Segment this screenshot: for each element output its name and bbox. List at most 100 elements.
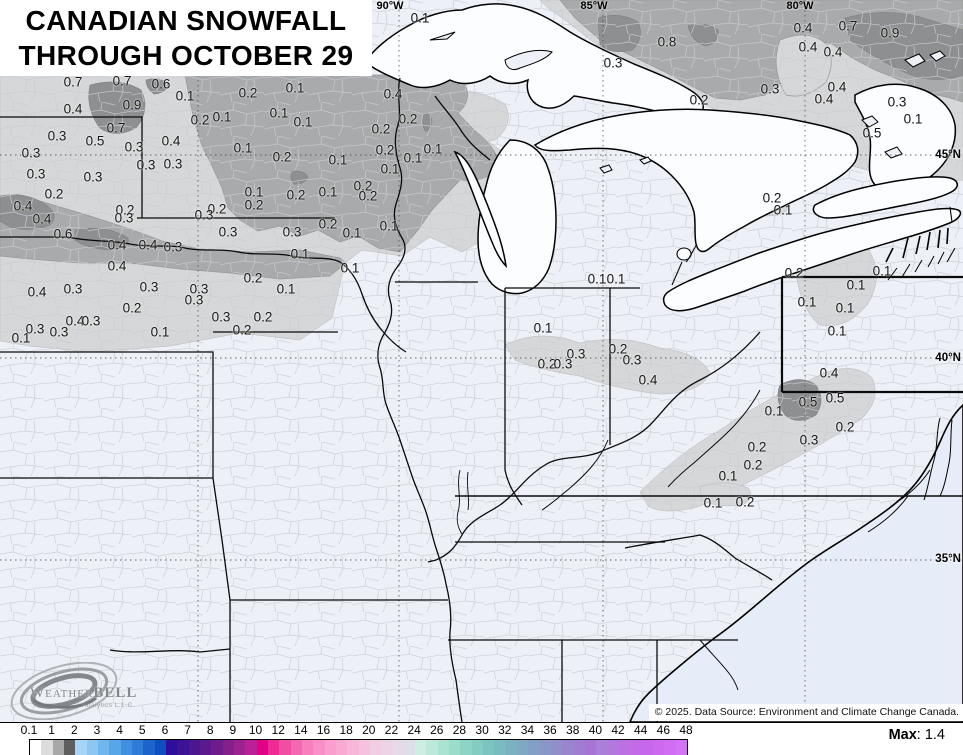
colorbar-cell [517,740,529,755]
map-title-line2: THROUGH OCTOBER 29 [18,40,354,71]
colorbar-tick-label: 12 [271,723,285,737]
colorbar-cell [245,740,257,755]
colorbar-cell [630,740,642,755]
colorbar-cell [211,740,223,755]
max-label: Max [888,727,917,743]
colorbar-cell [607,740,620,755]
colorbar-cell [403,740,416,755]
colorbar-tick-label: 2 [70,723,78,737]
logo-text-bell: BELL [93,685,138,701]
colorbar-cell [313,740,325,755]
colorbar-cell [573,740,586,755]
colorbar-tick-label: 16 [316,723,331,737]
colorbar-cell [267,740,280,755]
colorbar-tick-label: 44 [634,723,648,737]
colorbar-cell [539,740,552,755]
colorbar-cell [505,740,518,755]
colorbar-cell [347,740,359,755]
colorbar-cell [97,740,110,755]
colorbar-tick-label: 36 [543,723,557,737]
island-details [429,31,946,174]
colorbar-cell [619,740,631,755]
colorbar-cell [75,740,87,755]
colorbar-cell [279,740,291,755]
weatherbell-logo: WeatherBELL Analytics L.L.C. [4,661,164,721]
colorbar-cell [528,740,540,755]
colorbar-tick-label: 14 [294,723,308,737]
colorbar-tick-label: 4 [116,723,123,737]
colorbar-cell [471,740,484,755]
colorbar-tick-label: 34 [520,723,535,737]
colorbar-cell [585,740,597,755]
colorbar-cell [177,740,189,755]
colorbar-cell [335,740,348,755]
colorbar-tick-label: 26 [430,723,444,737]
colorbar-cell [483,740,495,755]
colorbar-cell [653,740,665,755]
colorbar-tick-label: 48 [679,723,693,737]
colorbar-tick-label: 10 [248,723,263,737]
colorbar-tick-label: 20 [362,723,376,737]
coastline-details [867,247,956,533]
colorbar-tick-label: 38 [566,723,580,737]
state-borders [0,77,963,722]
colorbar-cell [233,740,246,755]
colorbar-tick-label: 18 [339,723,353,737]
colorbar-cell [324,740,336,755]
finger-lakes [885,227,949,263]
map-title-box: CANADIAN SNOWFALL THROUGH OCTOBER 29 [0,0,372,76]
colorbar-cell [449,740,461,755]
colorbar-cell [41,740,53,755]
colorbar-cell [256,740,268,755]
colorbar-tick-label: 9 [229,723,237,737]
colorbar-cell [596,740,608,755]
colorbar-tick-label: 24 [407,723,421,737]
colorbar-cell [109,740,121,755]
colorbar-tick-label: 28 [452,723,467,737]
colorbar [29,739,688,755]
max-value-readout: Max: 1.4 [889,727,945,743]
colorbar-cell [188,740,200,755]
colorbar-cell [63,740,76,755]
pennsylvania-border [780,275,963,394]
colorbar-cell [143,740,155,755]
colorbar-tick-label: 8 [206,723,214,737]
colorbar-cell [494,740,506,755]
colorbar-cell [120,740,132,755]
colorbar-tick-label: 5 [138,723,146,737]
colorbar-cell [664,740,676,755]
logo-wordmark: WeatherBELL [30,684,137,702]
colorbar-cell [381,740,393,755]
colorbar-cell [437,740,450,755]
colorbar-cell [358,740,370,755]
colorbar-cell [675,740,688,755]
colorbar-tick-label: 46 [656,723,671,737]
data-source-attribution: © 2025. Data Source: Environment and Cli… [648,704,963,721]
colorbar-tick-label: 7 [184,723,191,737]
colorbar-cell [30,740,42,755]
logo-text-weather: Weather [30,685,94,701]
colorbar-cell [199,740,212,755]
colorbar-cell [131,740,144,755]
colorbar-cell [154,740,166,755]
snowfall-map [0,0,963,722]
colorbar-cell [86,740,98,755]
map-title-line1: CANADIAN SNOWFALL [25,5,347,36]
colorbar-tick-label: 22 [384,723,399,737]
colorbar-cell [222,740,234,755]
colorbar-cell [460,740,472,755]
colorbar-tick-label: 1 [48,723,55,737]
colorbar-cell [426,740,438,755]
logo-swirl-icon [10,661,118,721]
colorbar-cell [415,740,427,755]
colorbar-tick-label: 30 [475,723,489,737]
colorbar-cell [392,740,404,755]
logo-subtext: Analytics L.L.C. [82,702,136,709]
colorbar-tick-label: 32 [498,723,512,737]
colorbar-tick-label: 42 [611,723,625,737]
colorbar-tick-label: 3 [93,723,101,737]
graticule-lines [0,0,963,722]
colorbar-cell [52,740,64,755]
colorbar-cell [551,740,563,755]
colorbar-cell [562,740,574,755]
